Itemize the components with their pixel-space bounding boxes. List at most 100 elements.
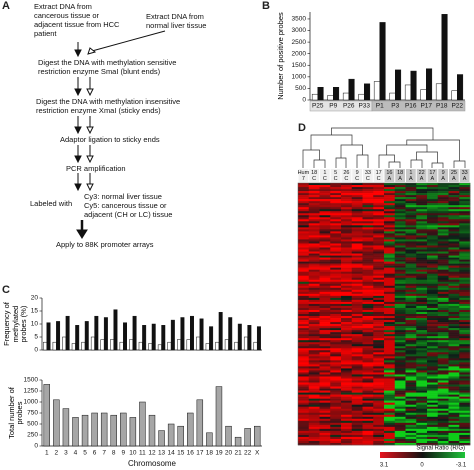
bar [215, 341, 220, 351]
heatmap-cell [416, 378, 428, 381]
bar [113, 309, 118, 351]
heatmap-cell [437, 342, 449, 345]
heatmap-cell [341, 223, 353, 226]
heatmap-cell [319, 303, 331, 307]
heatmap-cell [351, 388, 363, 391]
heatmap-cell [330, 344, 342, 347]
bar [254, 425, 261, 447]
heatmap-cell [351, 235, 363, 238]
heatmap-cell [459, 362, 471, 365]
heatmap-cell [362, 390, 374, 393]
heatmap-cell [437, 338, 449, 341]
heatmap-cell [448, 374, 460, 377]
heatmap-cell [416, 193, 428, 196]
flow-step: Extract DNA from normal liver tissue [146, 12, 207, 30]
heatmap-cell [437, 436, 449, 440]
heatmap-cell [298, 281, 310, 285]
heatmap-cell [416, 185, 428, 188]
heatmap-cell [448, 350, 460, 353]
heatmap-cell [298, 386, 310, 389]
bar [225, 425, 232, 447]
heatmap-cell [319, 295, 331, 299]
x-tick-label: P17 [420, 103, 432, 110]
heatmap-cell [298, 366, 310, 369]
heatmap-cell [319, 410, 331, 414]
heatmap-cell [437, 263, 449, 266]
heatmap-cell [298, 394, 310, 397]
heatmap-cell [405, 428, 417, 432]
heatmap-cell [298, 424, 310, 428]
column-label: A [441, 176, 445, 182]
heatmap-cell [416, 273, 428, 277]
heatmap-cell [308, 386, 320, 389]
heatmap-cell [448, 219, 460, 222]
heatmap-cell [341, 374, 353, 377]
heatmap-cell [437, 396, 449, 399]
heatmap-cell [373, 382, 385, 385]
heatmap-cell [308, 380, 320, 383]
heatmap-cell [427, 251, 439, 254]
heatmap-cell [362, 438, 374, 442]
heatmap-cell [341, 406, 353, 410]
bar [94, 315, 99, 351]
heatmap-cell [308, 209, 320, 212]
heatmap-cell [459, 279, 471, 283]
heatmap-cell [330, 203, 342, 206]
heatmap-cell [373, 364, 385, 367]
heatmap-cell [298, 422, 310, 426]
heatmap-cell [384, 213, 396, 216]
heatmap-cell [330, 305, 342, 309]
heatmap-cell [373, 434, 385, 438]
heatmap-cell [394, 207, 406, 210]
heatmap-cell [362, 328, 374, 331]
heatmap-cell [384, 356, 396, 359]
heatmap-cell [437, 309, 449, 313]
heatmap-cell [298, 259, 310, 262]
bar [158, 430, 165, 447]
heatmap-cell [362, 318, 374, 321]
heatmap-cell [341, 247, 353, 250]
heatmap-cell [298, 297, 310, 301]
bar [123, 322, 127, 351]
heatmap-cell [298, 219, 310, 222]
heatmap-cell [373, 356, 385, 359]
bar [234, 436, 242, 447]
bar [253, 341, 258, 351]
heatmap-cell [459, 422, 471, 426]
heatmap-cell [341, 309, 353, 313]
heatmap-cell [308, 438, 320, 442]
heatmap-cell [448, 330, 460, 333]
heatmap-cell [459, 223, 471, 226]
heatmap-cell [373, 416, 385, 420]
heatmap-cell [394, 187, 406, 190]
heatmap-cell [341, 239, 353, 242]
heatmap-cell [427, 303, 439, 307]
heatmap-cell [351, 440, 363, 444]
heatmap-cell [437, 289, 449, 293]
heatmap-cell [459, 291, 471, 295]
heatmap-cell [427, 249, 439, 252]
heatmap-cell [437, 301, 449, 305]
heatmap-cell [362, 352, 374, 355]
heatmap-cell [405, 225, 417, 228]
bar [53, 399, 60, 447]
column-label: 33 [462, 170, 468, 176]
heatmap-cell [330, 279, 342, 283]
heatmap-cell [362, 332, 374, 335]
heatmap-cell [437, 297, 449, 301]
heatmap-cell [351, 408, 363, 412]
heatmap-cell [373, 307, 385, 311]
heatmap-cell [437, 293, 449, 297]
heatmap-cell [308, 245, 320, 248]
heatmap-cell [394, 316, 406, 319]
heatmap-cell [330, 215, 342, 218]
heatmap-cell [308, 424, 320, 428]
heatmap-cell [394, 213, 406, 216]
heatmap-cell [362, 334, 374, 337]
heatmap-cell [362, 263, 374, 266]
bar [90, 336, 95, 351]
heatmap-cell [362, 402, 374, 405]
heatmap-cell [427, 422, 439, 426]
bar [187, 412, 194, 447]
heatmap [298, 183, 471, 446]
